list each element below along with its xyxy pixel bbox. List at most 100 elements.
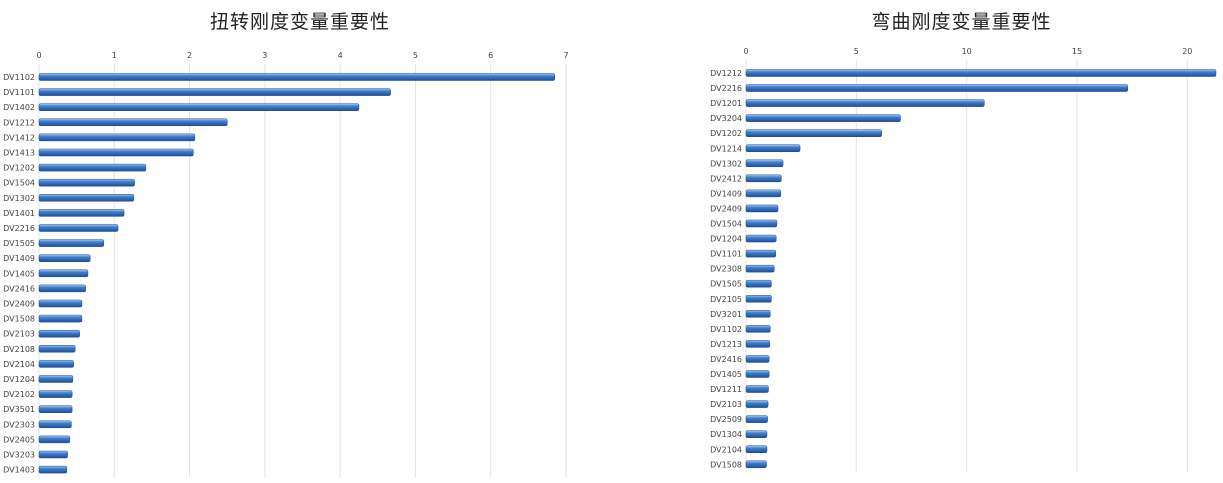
category-label: DV2308 xyxy=(710,265,742,274)
bar xyxy=(745,84,1128,92)
bar xyxy=(38,314,83,323)
category-label: DV1211 xyxy=(710,385,742,394)
bar xyxy=(745,204,779,213)
category-label: DV2103 xyxy=(3,330,35,339)
x-tick-label: 20 xyxy=(1182,47,1192,56)
category-label: DV1204 xyxy=(3,375,35,384)
bar xyxy=(38,209,125,217)
x-tick-label: 7 xyxy=(563,51,568,60)
category-label: DV1405 xyxy=(710,370,742,379)
bar xyxy=(745,189,782,198)
category-label: DV2509 xyxy=(710,415,742,424)
x-tick-label: 0 xyxy=(743,47,748,56)
bar xyxy=(745,279,772,288)
category-label: DV1412 xyxy=(3,133,35,142)
bar xyxy=(38,390,73,398)
bar xyxy=(38,405,73,413)
x-tick-label: 2 xyxy=(187,51,192,60)
category-label: DV2303 xyxy=(3,420,35,429)
bar xyxy=(38,435,71,444)
category-label: DV2108 xyxy=(3,345,35,354)
category-label: DV2104 xyxy=(3,360,35,369)
bar xyxy=(38,103,360,111)
x-tick-label: 6 xyxy=(488,51,493,60)
category-label: DV2103 xyxy=(710,400,742,409)
category-label: DV1504 xyxy=(3,179,35,188)
bar xyxy=(745,264,775,273)
category-label: DV1101 xyxy=(3,88,35,97)
x-tick-label: 10 xyxy=(962,47,972,56)
chart-title: 弯曲刚度变量重要性 xyxy=(871,11,1052,33)
bar xyxy=(38,224,119,232)
category-label: DV2412 xyxy=(710,174,742,183)
category-label: DV3501 xyxy=(3,405,35,414)
bar xyxy=(745,99,985,107)
bar xyxy=(38,254,91,262)
category-label: DV1401 xyxy=(3,209,35,218)
bar xyxy=(745,159,784,168)
bar xyxy=(38,73,555,81)
category-label: DV2104 xyxy=(710,445,742,454)
bar xyxy=(745,219,778,228)
bar xyxy=(745,445,768,453)
category-label: DV1212 xyxy=(710,69,742,78)
category-label: DV1413 xyxy=(3,149,35,158)
bending-chart-plot: 0 5 10 15 20 DV1212 DV2216 DV1201 DV3204 DV1202 DV… xyxy=(710,47,1217,473)
category-label: DV1508 xyxy=(710,460,742,469)
bar xyxy=(38,345,76,353)
bar xyxy=(745,355,770,363)
x-tick-label: 4 xyxy=(338,51,343,60)
category-label: DV3204 xyxy=(710,114,742,123)
bar xyxy=(745,325,771,333)
chart-title: 扭转刚度变量重要性 xyxy=(209,11,390,33)
bar xyxy=(38,360,74,368)
bar xyxy=(745,415,768,423)
bending-chart: 弯曲刚度变量重要性 0 5 10 15 20 DV1212 DV2216 DV1201 DV32… xyxy=(700,0,1223,479)
bar xyxy=(38,133,196,142)
x-tick-label: 5 xyxy=(413,51,418,60)
bar xyxy=(38,163,147,172)
category-label: DV1402 xyxy=(3,103,35,112)
bar xyxy=(745,310,771,318)
torsion-chart-plot: 0 1 2 3 4 5 6 7 DV1102 DV1101 DV1402 DV1212 DV1412 DV… xyxy=(3,51,569,478)
category-label: DV1409 xyxy=(710,189,742,198)
category-label: DV1403 xyxy=(3,466,35,475)
category-label: DV3201 xyxy=(710,310,742,319)
category-label: DV1504 xyxy=(710,220,742,229)
bar xyxy=(38,239,104,247)
bar xyxy=(38,465,68,474)
bar xyxy=(745,460,767,469)
bar xyxy=(745,340,771,348)
bar xyxy=(745,295,772,303)
bar xyxy=(745,174,782,183)
x-tick-label: 5 xyxy=(854,47,859,56)
category-label: DV1102 xyxy=(3,73,35,82)
bar xyxy=(745,249,777,258)
category-label: DV1202 xyxy=(3,164,35,173)
bar xyxy=(38,118,228,127)
category-label: DV1201 xyxy=(710,99,742,108)
category-label: DV1202 xyxy=(710,129,742,138)
x-tick-label: 1 xyxy=(112,51,117,60)
bar xyxy=(745,385,769,393)
bar xyxy=(38,178,135,187)
bar xyxy=(38,88,391,96)
x-tick-label: 0 xyxy=(36,51,41,60)
bar xyxy=(745,114,901,122)
bar xyxy=(745,129,882,137)
category-label: DV2409 xyxy=(3,300,35,309)
category-label: DV2105 xyxy=(710,295,742,304)
bar xyxy=(745,400,769,408)
bar xyxy=(38,284,86,293)
category-label: DV1508 xyxy=(3,315,35,324)
category-label: DV1302 xyxy=(3,194,35,203)
category-label: DV1212 xyxy=(3,118,35,127)
category-label: DV2416 xyxy=(3,284,35,293)
bar xyxy=(745,69,1217,77)
torsion-chart: 扭转刚度变量重要性 0 1 2 3 4 5 6 7 DV1102 DV1101 DV1402 DV12… xyxy=(0,0,600,479)
category-label: DV2416 xyxy=(710,355,742,364)
category-label: DV1302 xyxy=(710,159,742,168)
bar xyxy=(38,194,135,202)
category-label: DV2216 xyxy=(3,224,35,233)
